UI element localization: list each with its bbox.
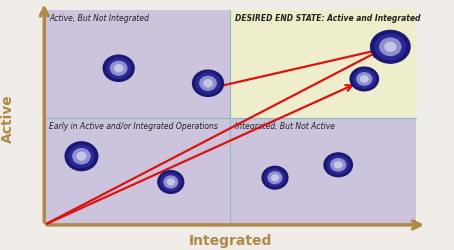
Ellipse shape xyxy=(72,148,91,165)
Ellipse shape xyxy=(356,73,372,86)
Ellipse shape xyxy=(195,73,221,95)
Ellipse shape xyxy=(163,176,178,189)
Ellipse shape xyxy=(203,80,213,88)
Ellipse shape xyxy=(167,179,175,186)
Ellipse shape xyxy=(103,55,135,83)
Ellipse shape xyxy=(64,142,99,172)
Ellipse shape xyxy=(264,168,286,187)
Ellipse shape xyxy=(350,67,379,92)
Ellipse shape xyxy=(360,76,369,84)
Text: Active, But Not Integrated: Active, But Not Integrated xyxy=(49,14,149,23)
Ellipse shape xyxy=(334,162,343,169)
Bar xyxy=(44,118,230,225)
Text: Early in Active and/or Integrated Operations: Early in Active and/or Integrated Operat… xyxy=(49,121,218,130)
Text: DESIRED END STATE: Active and Integrated: DESIRED END STATE: Active and Integrated xyxy=(236,14,421,23)
Ellipse shape xyxy=(262,166,289,190)
Text: Integrated: Integrated xyxy=(188,234,272,247)
Text: Integrated, But Not Active: Integrated, But Not Active xyxy=(236,121,336,130)
Ellipse shape xyxy=(106,58,131,80)
Ellipse shape xyxy=(375,34,406,61)
Bar xyxy=(230,11,416,118)
Ellipse shape xyxy=(114,65,123,73)
Ellipse shape xyxy=(326,156,350,175)
Ellipse shape xyxy=(68,145,95,168)
Ellipse shape xyxy=(353,70,376,89)
Ellipse shape xyxy=(160,173,182,192)
Ellipse shape xyxy=(267,172,282,184)
Ellipse shape xyxy=(110,62,128,76)
Ellipse shape xyxy=(384,42,396,53)
Ellipse shape xyxy=(379,38,401,57)
Ellipse shape xyxy=(157,170,184,194)
Ellipse shape xyxy=(271,174,279,182)
Ellipse shape xyxy=(323,153,353,178)
Text: Active: Active xyxy=(1,94,15,142)
Ellipse shape xyxy=(330,158,346,172)
Ellipse shape xyxy=(199,76,217,92)
Ellipse shape xyxy=(370,30,411,64)
Bar xyxy=(230,118,416,225)
Bar xyxy=(44,11,230,118)
Ellipse shape xyxy=(192,70,224,98)
Ellipse shape xyxy=(76,152,87,161)
